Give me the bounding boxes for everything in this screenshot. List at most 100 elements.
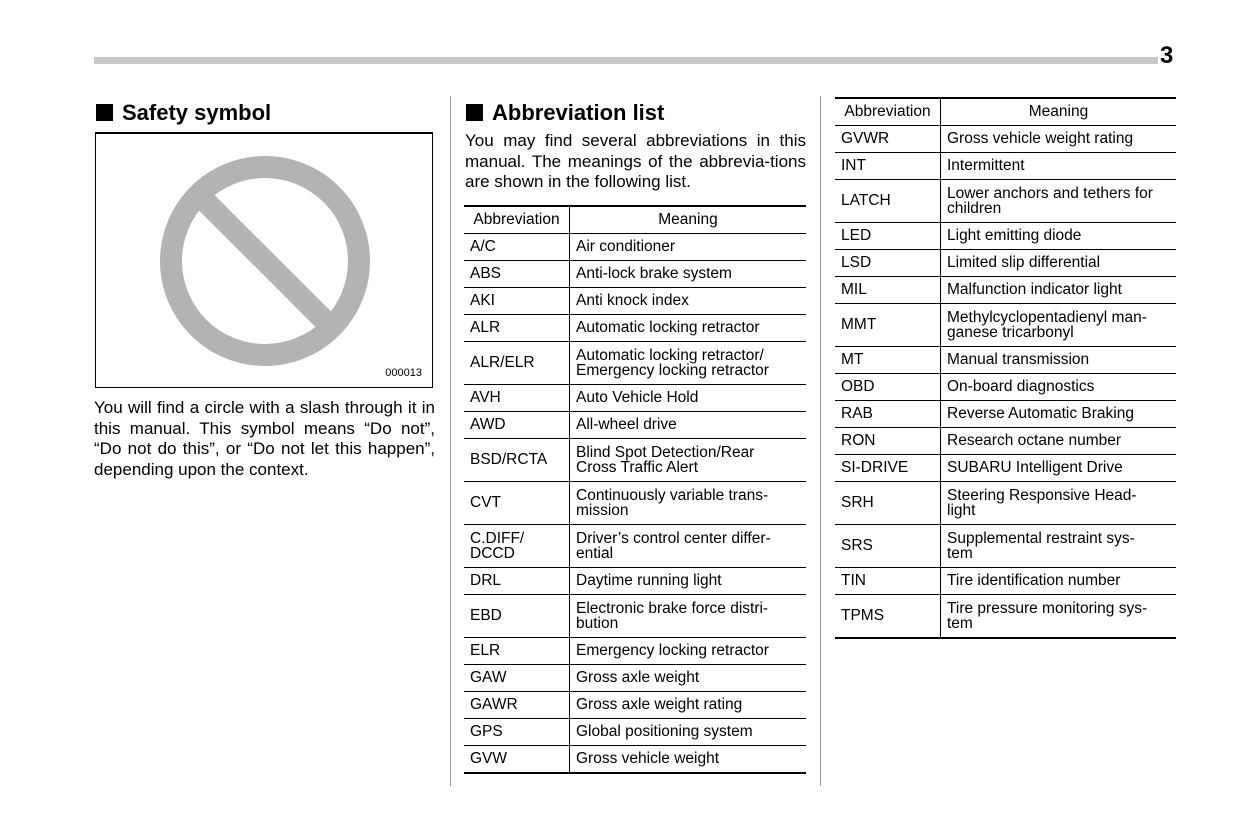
abbreviation-cell: C.DIFF/ DCCD [464, 524, 570, 568]
table-row: C.DIFF/ DCCD Driver’s control center diff… [464, 524, 806, 568]
abbrev-intro: You may find several abbreviations in th… [465, 131, 806, 191]
table-row: LSD Limited slip differential [835, 249, 1176, 277]
table-row: OBD On-board diagnostics [835, 373, 1176, 401]
meaning-cell: Electronic brake force distri- bution [569, 594, 806, 638]
meaning-cell: Manual transmission [940, 346, 1176, 374]
table-row: GVWR Gross vehicle weight rating [835, 125, 1176, 153]
safety-text: You will find a circle with a slash thro… [94, 398, 435, 479]
abbreviation-cell: GAW [464, 664, 570, 692]
table-row: LATCH Lower anchors and tethers for child… [835, 179, 1176, 223]
table-row: DRL Daytime running light [464, 567, 806, 595]
meaning-cell: Anti knock index [569, 287, 806, 315]
abbreviation-cell: LSD [835, 249, 941, 277]
column-header-meaning: Meaning [569, 206, 806, 234]
abbreviation-cell: GPS [464, 718, 570, 746]
abbrev-title: Abbreviation list [492, 100, 665, 125]
meaning-cell: Gross vehicle weight [569, 745, 806, 774]
abbreviation-cell: ELR [464, 637, 570, 665]
abbreviation-cell: OBD [835, 373, 941, 401]
meaning-cell: Driver’s control center differ- ential [569, 524, 806, 568]
abbreviation-cell: MIL [835, 276, 941, 304]
abbreviation-cell: LED [835, 222, 941, 250]
meaning-cell: Limited slip differential [940, 249, 1176, 277]
table-row: INT Intermittent [835, 152, 1176, 180]
abbreviation-cell: TPMS [835, 594, 941, 639]
meaning-cell: Tire pressure monitoring sys- tem [940, 594, 1176, 639]
abbreviation-cell: DRL [464, 567, 570, 595]
abbreviation-cell: GAWR [464, 691, 570, 719]
abbreviation-cell: SRS [835, 524, 941, 568]
table-row: GAW Gross axle weight [464, 664, 806, 692]
column-divider [450, 96, 451, 786]
table-row: AVH Auto Vehicle Hold [464, 384, 806, 412]
abbreviation-cell: CVT [464, 481, 570, 525]
abbreviation-cell: TIN [835, 567, 941, 595]
abbreviation-cell: ALR [464, 314, 570, 342]
table-row: GAWR Gross axle weight rating [464, 691, 806, 719]
page-number: 3 [1160, 42, 1174, 69]
meaning-cell: Gross vehicle weight rating [940, 125, 1176, 153]
meaning-cell: All-wheel drive [569, 411, 806, 439]
meaning-cell: Light emitting diode [940, 222, 1176, 250]
safety-title: Safety symbol [122, 100, 272, 125]
meaning-cell: On-board diagnostics [940, 373, 1176, 401]
abbreviation-cell: AVH [464, 384, 570, 412]
abbreviation-table-2: Abbreviation Meaning GVWR Gross vehicle wei… [835, 97, 1176, 639]
meaning-cell: Research octane number [940, 427, 1176, 455]
meaning-cell: Automatic locking retractor [569, 314, 806, 342]
table-header-row: Abbreviation Meaning [464, 206, 806, 234]
meaning-cell: Methylcyclopentadienyl man- ganese trica… [940, 303, 1176, 347]
prohibition-icon [160, 156, 370, 366]
abbreviation-table-1: Abbreviation Meaning A/C Air conditioner ABS… [464, 205, 806, 774]
column-header-abbreviation: Abbreviation [464, 206, 570, 234]
abbreviation-cell: BSD/RCTA [464, 438, 570, 482]
abbreviation-cell: MMT [835, 303, 941, 347]
abbreviation-cell: SI-DRIVE [835, 454, 941, 482]
square-bullet-icon [96, 104, 113, 121]
table-row: SRH Steering Responsive Head- light [835, 481, 1176, 525]
column-header-meaning: Meaning [940, 98, 1176, 126]
abbreviation-cell: GVWR [835, 125, 941, 153]
abbreviation-cell: ABS [464, 260, 570, 288]
table-row: A/C Air conditioner [464, 233, 806, 261]
meaning-cell: Gross axle weight [569, 664, 806, 692]
meaning-cell: Daytime running light [569, 567, 806, 595]
table-row: BSD/RCTA Blind Spot Detection/Rear Cross … [464, 438, 806, 482]
meaning-cell: Anti-lock brake system [569, 260, 806, 288]
table-row: LED Light emitting diode [835, 222, 1176, 250]
table-row: MIL Malfunction indicator light [835, 276, 1176, 304]
table-row: SRS Supplemental restraint sys- tem [835, 524, 1176, 568]
square-bullet-icon [466, 104, 483, 121]
abbreviation-cell: GVW [464, 745, 570, 774]
meaning-cell: Air conditioner [569, 233, 806, 261]
table-header-row: Abbreviation Meaning [835, 98, 1176, 126]
abbreviation-cell: A/C [464, 233, 570, 261]
safety-figure: 000013 [95, 132, 433, 388]
meaning-cell: Continuously variable trans- mission [569, 481, 806, 525]
table-row: GVW Gross vehicle weight [464, 745, 806, 774]
meaning-cell: SUBARU Intelligent Drive [940, 454, 1176, 482]
table-row: MT Manual transmission [835, 346, 1176, 374]
safety-heading: Safety symbol [96, 100, 271, 126]
table-row: ABS Anti-lock brake system [464, 260, 806, 288]
abbreviation-cell: RAB [835, 400, 941, 428]
table-row: CVT Continuously variable trans- mission [464, 481, 806, 525]
meaning-cell: Supplemental restraint sys- tem [940, 524, 1176, 568]
abbreviation-cell: EBD [464, 594, 570, 638]
table-row: SI-DRIVE SUBARU Intelligent Drive [835, 454, 1176, 482]
table-row: TIN Tire identification number [835, 567, 1176, 595]
figure-code: 000013 [385, 367, 422, 379]
abbreviation-cell: SRH [835, 481, 941, 525]
abbreviation-cell: AWD [464, 411, 570, 439]
abbrev-heading: Abbreviation list [466, 100, 664, 126]
meaning-cell: Lower anchors and tethers for children [940, 179, 1176, 223]
table-row: MMT Methylcyclopentadienyl man- ganese tr… [835, 303, 1176, 347]
meaning-cell: Reverse Automatic Braking [940, 400, 1176, 428]
table-row: ALR Automatic locking retractor [464, 314, 806, 342]
table-row: GPS Global positioning system [464, 718, 806, 746]
table-row: AWD All-wheel drive [464, 411, 806, 439]
meaning-cell: Blind Spot Detection/Rear Cross Traffic … [569, 438, 806, 482]
abbreviation-cell: LATCH [835, 179, 941, 223]
table-row: AKI Anti knock index [464, 287, 806, 315]
abbreviation-cell: MT [835, 346, 941, 374]
